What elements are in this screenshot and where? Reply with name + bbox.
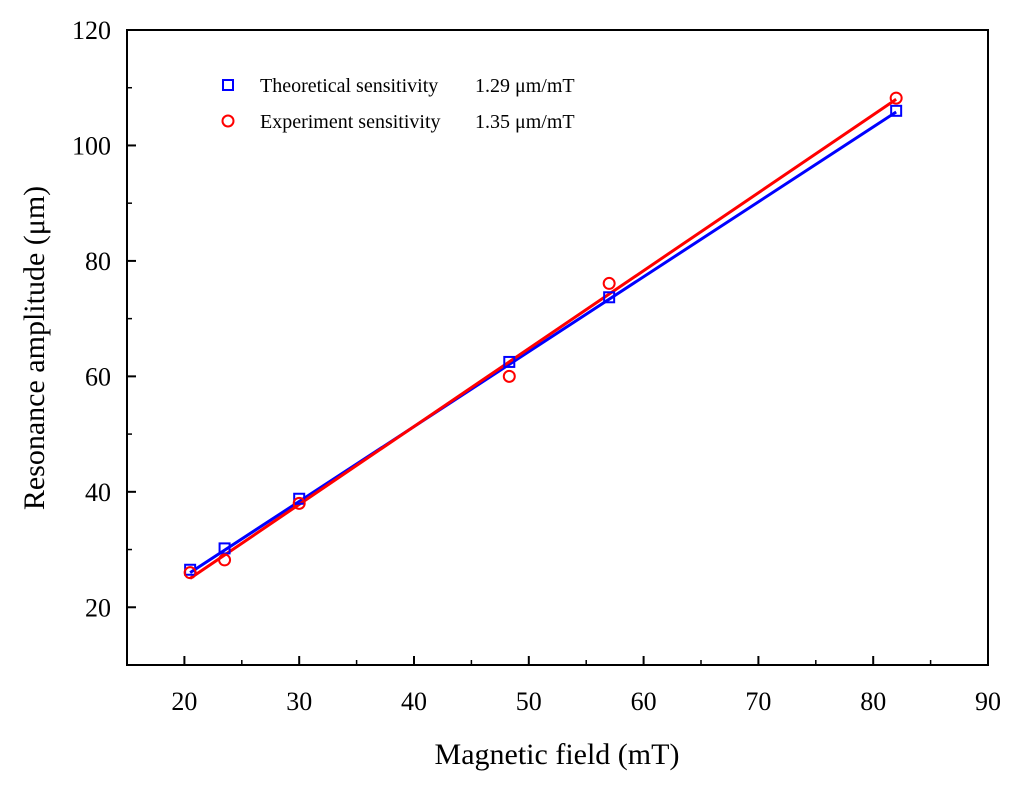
data-point-experiment [218,553,232,567]
data-point-theoretical [890,104,903,117]
x-tick-label: 80 [860,687,886,716]
data-point-theoretical [218,542,231,555]
data-point-theoretical [293,492,306,505]
data-point-experiment [602,276,616,290]
legend-value-theoretical: 1.29 μm/mT [475,75,575,97]
y-tick-label: 20 [85,593,111,622]
legend-label-experiment: Experiment sensitivity [260,111,441,133]
legend-marker-theoretical [222,79,234,91]
y-tick-label: 80 [85,247,111,276]
x-axis-title: Magnetic field (mT) [435,738,680,771]
y-tick-label: 40 [85,478,111,507]
legend-label-theoretical: Theoretical sensitivity [260,75,438,97]
y-tick-label: 120 [72,16,111,45]
legend-value-experiment: 1.35 μm/mT [475,111,575,133]
data-point-experiment [292,496,306,510]
data-point-experiment [889,91,903,105]
data-points-layer [183,91,903,580]
legend-marker-experiment [221,114,235,128]
data-point-experiment [183,566,197,580]
data-point-theoretical [603,291,616,304]
fit-line-theoretical [189,110,897,574]
x-tick-label: 90 [975,687,1001,716]
y-axis-title: Resonance amplitude (μm) [18,186,51,510]
plot-frame [126,29,989,666]
ticks-layer: 20 30 40 50 60 70 80 90 20 40 60 80 100 120 [72,16,1001,716]
data-point-experiment [502,369,516,383]
data-point-theoretical [503,355,516,368]
fit-line-experiment [189,98,898,580]
y-tick-label: 60 [85,362,111,391]
y-tick-label: 100 [72,131,111,160]
x-tick-label: 40 [401,687,427,716]
fit-lines-layer [189,98,898,580]
x-tick-label: 70 [745,687,771,716]
x-tick-label: 60 [631,687,657,716]
x-tick-label: 30 [286,687,312,716]
x-tick-label: 20 [171,687,197,716]
legend: Theoretical sensitivity 1.29 μm/mT Exper… [221,75,575,133]
x-tick-label: 50 [516,687,542,716]
